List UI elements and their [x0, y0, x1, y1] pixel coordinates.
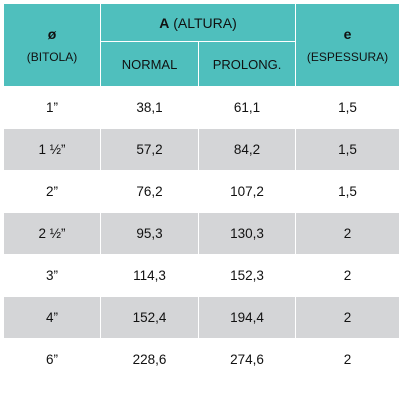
header-espessura: e (ESPESSURA) [295, 3, 401, 87]
cell-espessura: 1,5 [295, 128, 401, 171]
cell-normal: 76,2 [100, 170, 199, 213]
table-row: 3” 114,3 152,3 2 [3, 254, 401, 297]
cell-bitola: 2 ½” [3, 212, 101, 255]
table-row: 2 ½” 95,3 130,3 2 [3, 212, 401, 255]
cell-normal: 95,3 [100, 212, 199, 255]
espessura-label: (ESPESSURA) [306, 50, 389, 64]
header-prolong: PROLONG. [197, 41, 297, 87]
table-row: 1 ½” 57,2 84,2 1,5 [3, 128, 401, 171]
cell-prolong: 107,2 [197, 170, 297, 213]
table-row: 4” 152,4 194,4 2 [3, 296, 401, 339]
cell-prolong: 152,3 [197, 254, 297, 297]
dimensions-table: ø (BITOLA) A (ALTURA) e (ESPESSURA) NORM… [3, 3, 401, 381]
altura-label: (ALTURA) [173, 14, 237, 31]
cell-bitola: 1 ½” [3, 128, 101, 171]
bitola-label: (BITOLA) [26, 50, 78, 64]
cell-bitola: 1” [3, 86, 101, 129]
table-body: 1” 38,1 61,1 1,5 1 ½” 57,2 84,2 1,5 2” 7… [3, 86, 401, 381]
altura-symbol: A [159, 14, 170, 31]
cell-espessura: 1,5 [295, 170, 401, 213]
cell-espessura: 2 [295, 296, 401, 339]
table-row: 6” 228,6 274,6 2 [3, 338, 401, 381]
table-row: 2” 76,2 107,2 1,5 [3, 170, 401, 213]
cell-normal: 228,6 [100, 338, 199, 381]
cell-bitola: 6” [3, 338, 101, 381]
cell-prolong: 274,6 [197, 338, 297, 381]
table-header: ø (BITOLA) A (ALTURA) e (ESPESSURA) NORM… [3, 3, 401, 87]
cell-prolong: 130,3 [197, 212, 297, 255]
header-normal: NORMAL [100, 41, 199, 87]
cell-prolong: 61,1 [197, 86, 297, 129]
cell-espessura: 2 [295, 338, 401, 381]
cell-espessura: 2 [295, 254, 401, 297]
header-bitola: ø (BITOLA) [3, 3, 101, 87]
cell-espessura: 2 [295, 212, 401, 255]
header-altura: A (ALTURA) [99, 3, 297, 42]
cell-bitola: 3” [3, 254, 101, 297]
cell-bitola: 2” [3, 170, 101, 213]
cell-normal: 152,4 [100, 296, 199, 339]
cell-prolong: 194,4 [197, 296, 297, 339]
espessura-symbol: e [343, 26, 352, 42]
bitola-symbol: ø [47, 26, 57, 42]
cell-normal: 114,3 [100, 254, 199, 297]
table-row: 1” 38,1 61,1 1,5 [3, 86, 401, 129]
cell-bitola: 4” [3, 296, 101, 339]
cell-espessura: 1,5 [295, 86, 401, 129]
cell-prolong: 84,2 [197, 128, 297, 171]
cell-normal: 57,2 [100, 128, 199, 171]
cell-normal: 38,1 [100, 86, 199, 129]
